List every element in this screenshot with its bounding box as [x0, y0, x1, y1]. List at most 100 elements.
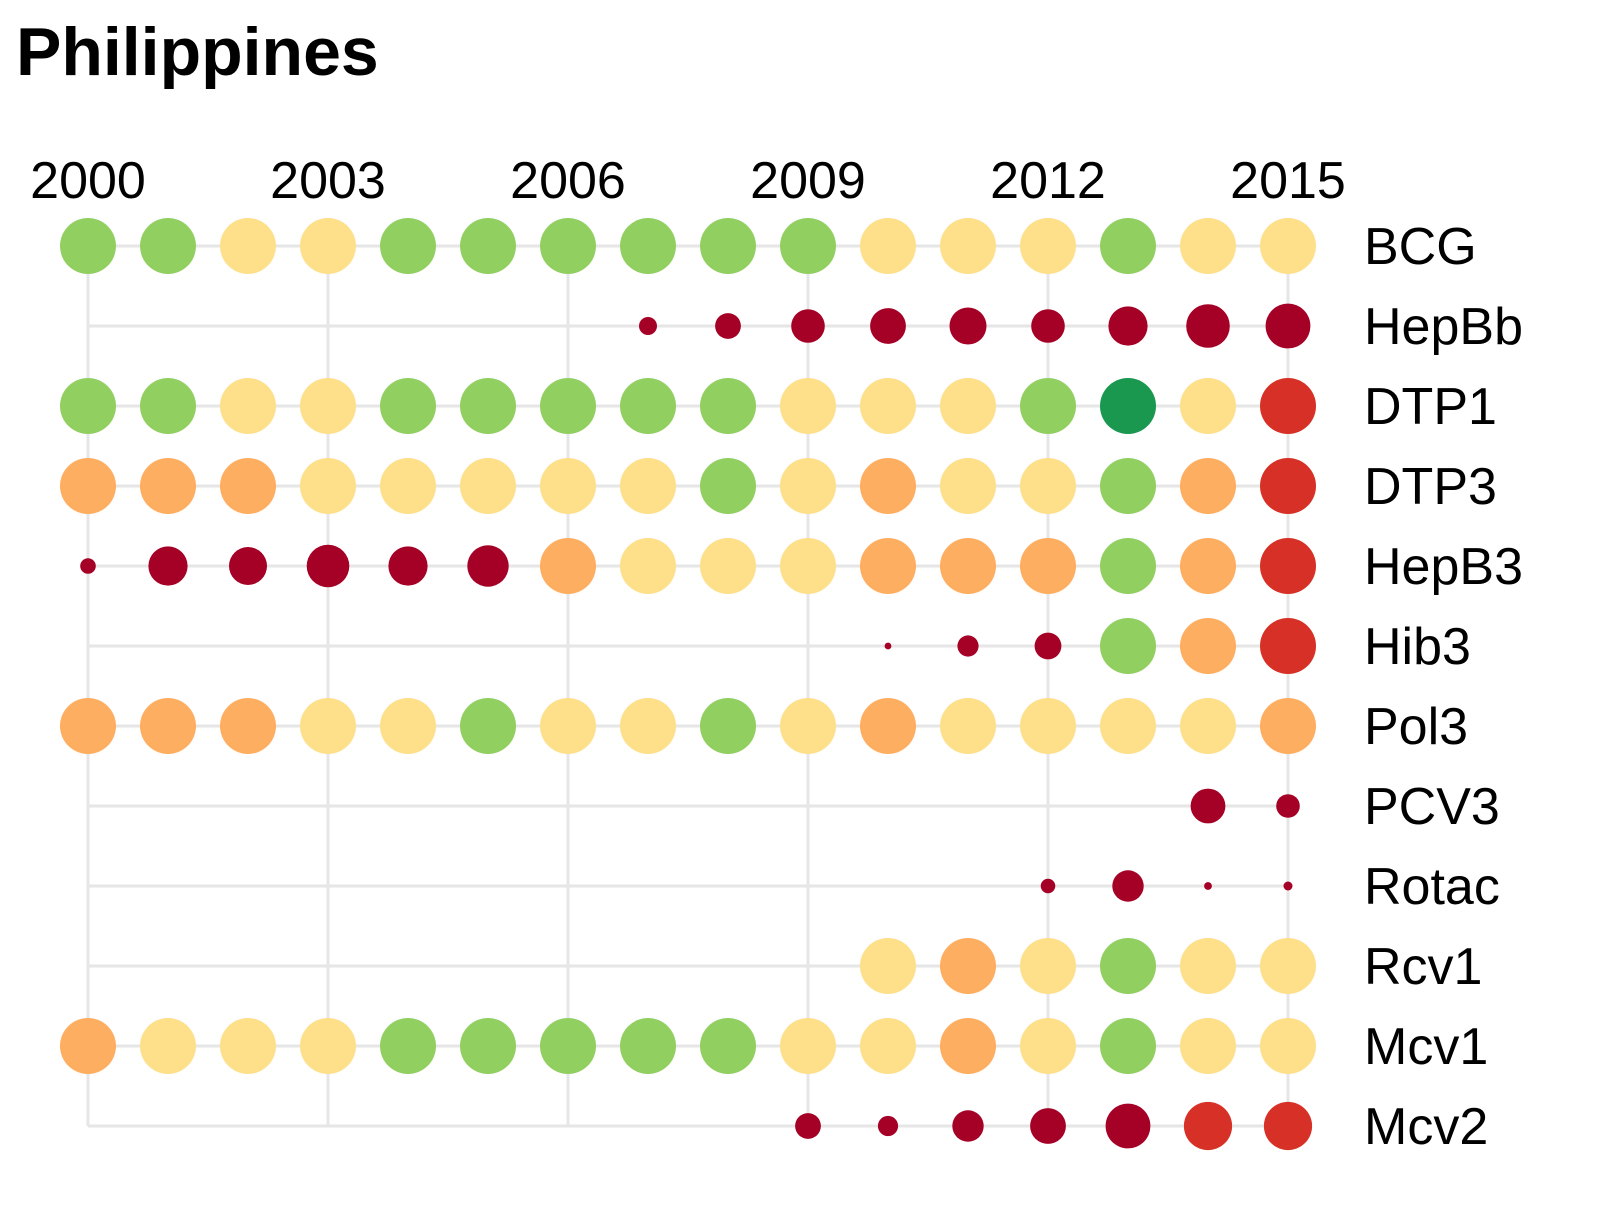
row-labels: BCG HepBb DTP1 DTP3 HepB3 Hib3 Pol3 PCV3 Rotac Rc… — [1364, 218, 1523, 1156]
point-hepb3-2011 — [940, 538, 996, 594]
point-hib3-2013 — [1100, 618, 1156, 674]
point-dtp3-2008 — [700, 458, 756, 514]
point-dtp1-2012 — [1020, 378, 1076, 434]
point-dtp1-2004 — [380, 378, 436, 434]
point-rcv1-2011 — [940, 938, 996, 994]
point-bcg-2012 — [1020, 218, 1076, 274]
row-label-hepbb: HepBb — [1364, 298, 1523, 356]
point-pol3-2001 — [140, 698, 196, 754]
point-pol3-2013 — [1100, 698, 1156, 754]
point-pol3-2014 — [1180, 698, 1236, 754]
point-hepbb-2015 — [1265, 303, 1311, 349]
point-bcg-2005 — [460, 218, 516, 274]
point-pol3-2007 — [620, 698, 676, 754]
point-mcv1-2011 — [940, 1018, 996, 1074]
point-rotac-2013 — [1112, 870, 1144, 902]
point-pol3-2008 — [700, 698, 756, 754]
point-mcv1-2008 — [700, 1018, 756, 1074]
row-label-dtp1: DTP1 — [1364, 378, 1497, 436]
point-hepb3-2014 — [1180, 538, 1236, 594]
row-label-pcv3: PCV3 — [1364, 778, 1500, 836]
point-dtp1-2008 — [700, 378, 756, 434]
x-tick-label: 2000 — [30, 152, 146, 210]
point-pol3-2004 — [380, 698, 436, 754]
point-pcv3-2015 — [1276, 794, 1300, 818]
point-dtp1-2014 — [1180, 378, 1236, 434]
point-dtp1-2000 — [60, 378, 116, 434]
point-dtp3-2013 — [1100, 458, 1156, 514]
point-bcg-2003 — [300, 218, 356, 274]
point-rcv1-2015 — [1260, 938, 1316, 994]
point-bcg-2001 — [140, 218, 196, 274]
point-pol3-2000 — [60, 698, 116, 754]
point-dtp3-2011 — [940, 458, 996, 514]
point-hepbb-2014 — [1186, 304, 1230, 348]
point-bcg-2006 — [540, 218, 596, 274]
point-dtp3-2009 — [780, 458, 836, 514]
row-label-bcg: BCG — [1364, 218, 1477, 276]
point-rotac-2014 — [1204, 882, 1212, 890]
point-bcg-2010 — [860, 218, 916, 274]
point-dtp1-2010 — [860, 378, 916, 434]
point-mcv1-2009 — [780, 1018, 836, 1074]
point-hepb3-2005 — [467, 545, 509, 587]
point-dtp3-2004 — [380, 458, 436, 514]
point-hepb3-2010 — [860, 538, 916, 594]
point-hepb3-2003 — [306, 544, 350, 588]
point-hepb3-2009 — [780, 538, 836, 594]
point-mcv2-2014 — [1183, 1101, 1233, 1151]
point-dtp3-2015 — [1260, 458, 1316, 514]
point-dtp1-2006 — [540, 378, 596, 434]
point-pol3-2010 — [860, 698, 916, 754]
point-hepb3-2015 — [1260, 538, 1316, 594]
point-hepbb-2012 — [1031, 309, 1065, 343]
point-dtp3-2012 — [1020, 458, 1076, 514]
point-mcv2-2011 — [952, 1110, 984, 1142]
x-tick-label: 2006 — [510, 152, 626, 210]
point-mcv1-2010 — [860, 1018, 916, 1074]
point-mcv1-2015 — [1260, 1018, 1316, 1074]
point-hepb3-2006 — [540, 538, 596, 594]
point-hepbb-2013 — [1108, 306, 1148, 346]
row-label-rcv1: Rcv1 — [1364, 938, 1482, 996]
point-dtp1-2015 — [1260, 378, 1316, 434]
row-label-dtp3: DTP3 — [1364, 458, 1497, 516]
point-bcg-2002 — [220, 218, 276, 274]
point-hepb3-2013 — [1100, 538, 1156, 594]
x-tick-label: 2003 — [270, 152, 386, 210]
point-mcv2-2013 — [1105, 1103, 1151, 1149]
row-label-pol3: Pol3 — [1364, 698, 1468, 756]
point-rcv1-2014 — [1180, 938, 1236, 994]
point-hib3-2015 — [1260, 618, 1316, 674]
point-dtp1-2007 — [620, 378, 676, 434]
point-mcv1-2013 — [1100, 1018, 1156, 1074]
point-pol3-2006 — [540, 698, 596, 754]
point-mcv2-2012 — [1030, 1108, 1066, 1144]
x-axis-ticks: 2000 2003 2006 2009 2012 2015 — [30, 152, 1346, 210]
point-pol3-2005 — [460, 698, 516, 754]
row-label-hib3: Hib3 — [1364, 618, 1471, 676]
point-bcg-2004 — [380, 218, 436, 274]
point-bcg-2007 — [620, 218, 676, 274]
point-pol3-2015 — [1260, 698, 1316, 754]
point-hepbb-2010 — [870, 308, 906, 344]
point-rcv1-2013 — [1100, 938, 1156, 994]
point-dtp3-2000 — [60, 458, 116, 514]
point-hepb3-2001 — [148, 546, 188, 586]
row-label-hepb3: HepB3 — [1364, 538, 1523, 596]
point-bcg-2008 — [700, 218, 756, 274]
point-dtp1-2009 — [780, 378, 836, 434]
point-dtp1-2001 — [140, 378, 196, 434]
point-pcv3-2014 — [1190, 788, 1226, 824]
point-dtp3-2006 — [540, 458, 596, 514]
point-dtp3-2007 — [620, 458, 676, 514]
point-mcv2-2015 — [1263, 1101, 1313, 1151]
point-rcv1-2010 — [860, 938, 916, 994]
point-hepb3-2002 — [229, 547, 267, 585]
point-hepbb-2007 — [639, 317, 657, 335]
point-mcv1-2006 — [540, 1018, 596, 1074]
point-hib3-2010 — [884, 642, 892, 650]
point-pol3-2012 — [1020, 698, 1076, 754]
chart-title: Philippines — [16, 14, 379, 90]
point-dtp1-2005 — [460, 378, 516, 434]
